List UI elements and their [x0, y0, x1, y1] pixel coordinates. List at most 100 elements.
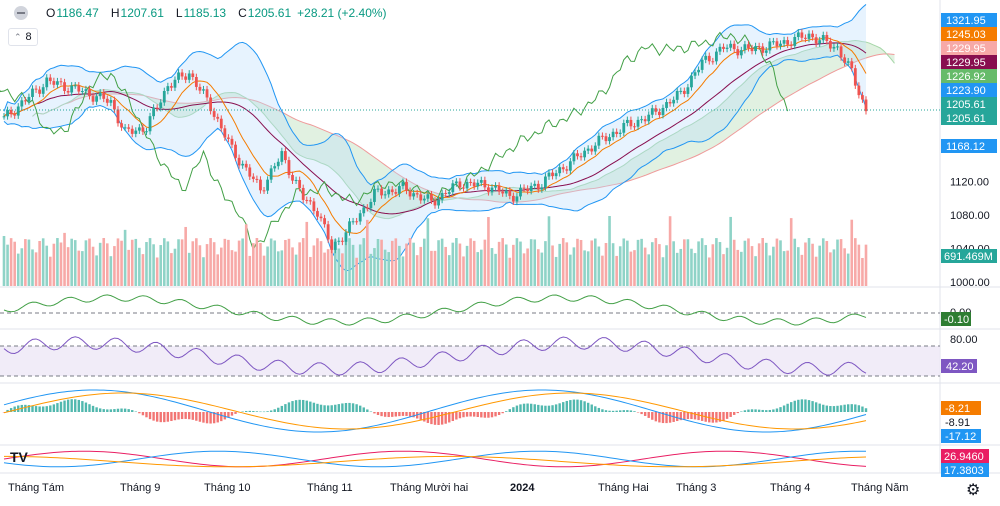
chevron-up-icon: ⌃ [14, 31, 22, 42]
candle-body [137, 127, 141, 131]
macd-histogram-bar [31, 405, 34, 412]
volume-bar [152, 244, 155, 286]
volume-bar [13, 241, 16, 286]
candle-body [291, 174, 294, 181]
volume-bar [540, 252, 544, 286]
macd-histogram-bar [323, 405, 326, 412]
volume-bar [836, 239, 839, 286]
volume-bar [316, 238, 319, 286]
candle-body [494, 185, 497, 188]
macd-histogram-bar [312, 402, 316, 412]
macd-histogram-bar [665, 412, 668, 424]
macd-histogram-bar [2, 412, 6, 413]
volume-bar [81, 251, 84, 286]
candle-body [433, 200, 437, 206]
macd-histogram-bar [138, 412, 141, 414]
macd-histogram-bar [861, 406, 864, 412]
macd-histogram-bar [562, 402, 565, 412]
volume-bar [162, 238, 166, 286]
candle-body [729, 43, 733, 48]
candle-body [554, 173, 558, 177]
candle-body [558, 167, 562, 174]
macd-badge [941, 415, 981, 429]
candle-body [458, 181, 462, 188]
candle-body [793, 37, 797, 46]
macd-histogram-bar [63, 400, 66, 412]
candle-body [625, 119, 629, 124]
macd-histogram-bar [163, 412, 166, 423]
candle-body [732, 43, 736, 50]
candle-body [754, 46, 757, 52]
macd-badge [941, 429, 981, 443]
rsi-upper-label: 80.00 [950, 334, 978, 346]
candle-body [533, 183, 537, 186]
candle-body [561, 167, 565, 170]
candle-body [280, 151, 284, 162]
volume-bar [116, 238, 120, 286]
volume-bar [390, 240, 394, 286]
candle-body [665, 102, 668, 108]
volume-bar [604, 243, 608, 286]
macd-histogram-bar [458, 412, 462, 419]
volume-bar [301, 238, 305, 286]
volume-bar [59, 242, 63, 286]
candle-body [714, 51, 718, 62]
volume-bar [455, 238, 458, 286]
candle-body [861, 95, 864, 100]
macd-histogram-bar [252, 411, 255, 412]
candle-body [298, 179, 302, 188]
volume-bar [846, 253, 850, 286]
dmi-badge-label: 17.3803 [944, 465, 984, 477]
macd-histogram-bar [615, 410, 618, 412]
gear-icon[interactable]: ⚙ [966, 482, 981, 499]
volume-bar [544, 241, 547, 286]
candle-body [739, 50, 743, 56]
macd-histogram-bar [700, 412, 704, 421]
indicators-toggle-button[interactable]: ⌃ 8 [8, 28, 38, 46]
volume-bar [376, 239, 380, 286]
candle-body [387, 189, 391, 195]
macd-histogram-bar [401, 412, 405, 416]
volume-bar [223, 238, 227, 286]
candle-body [771, 41, 775, 43]
candle-body [223, 128, 227, 138]
macd-histogram-bar [757, 409, 761, 412]
volume-bar [312, 245, 316, 286]
macd-histogram-bar [529, 403, 533, 412]
candle-body [13, 114, 17, 116]
volume-bar [212, 242, 216, 286]
candle-body [629, 119, 633, 127]
volume-bar [661, 257, 665, 286]
volume-bar [750, 246, 754, 286]
candle-body [237, 157, 241, 166]
tradingview-logo-icon: TV [10, 449, 28, 465]
menu-icon[interactable] [14, 6, 28, 20]
macd-histogram-bar [341, 403, 344, 412]
price-badge-label: 1223.90 [946, 85, 986, 97]
candle-body [41, 87, 45, 94]
macd-histogram-bar [768, 409, 772, 412]
volume-bar [650, 242, 654, 286]
candle-body [63, 82, 66, 91]
volume-bar [501, 238, 504, 286]
macd-histogram-bar [188, 412, 191, 420]
candle-body [340, 240, 344, 242]
macd-histogram-bar [344, 402, 348, 412]
candle-body [846, 61, 850, 63]
macd-histogram-bar [305, 400, 308, 412]
volume-bar [127, 249, 130, 286]
candle-body [465, 181, 469, 189]
macd-histogram-bar [259, 411, 262, 413]
candle-body [782, 40, 786, 44]
candle-body [330, 239, 334, 250]
volume-bar [198, 245, 202, 286]
candle-body [369, 201, 373, 209]
candle-body [565, 169, 569, 171]
candle-body [462, 187, 465, 189]
volume-bar [786, 250, 789, 286]
macd-histogram-bar [686, 412, 690, 420]
macd-histogram-bar [572, 399, 576, 412]
volume-bar [84, 240, 88, 286]
volume-bar [565, 242, 569, 286]
